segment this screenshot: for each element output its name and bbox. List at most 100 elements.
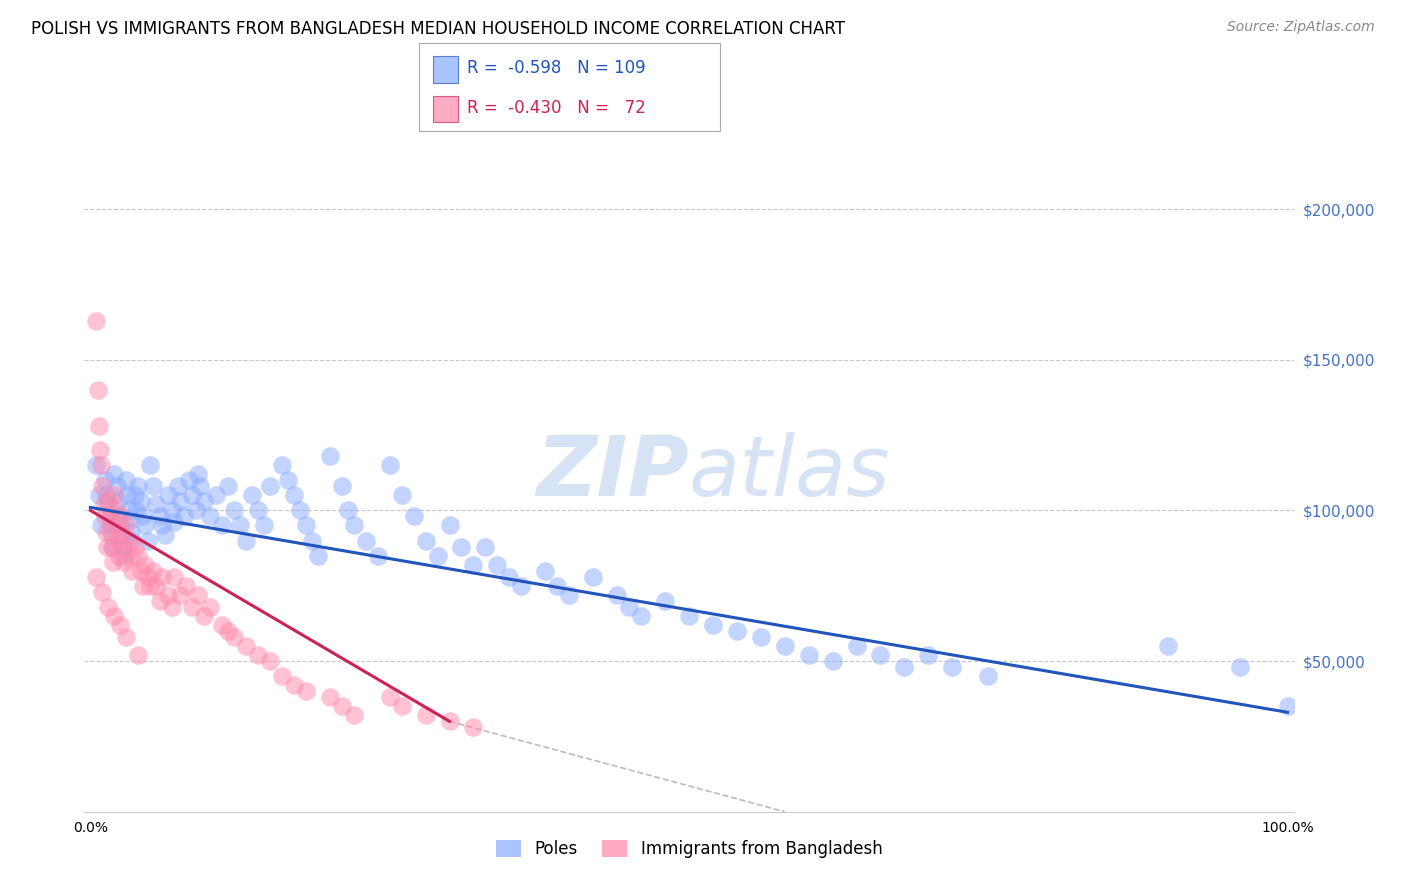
Point [415,533,437,548]
Point [110,618,132,632]
Point [110,527,132,541]
Point [253,518,276,533]
Point [259,654,281,668]
Point [118,512,141,526]
Point [150,518,173,533]
Point [124,540,146,554]
Point [125,503,148,517]
Point [86,458,108,473]
Point [120,549,142,563]
Point [702,618,724,632]
Point [343,708,366,723]
Point [101,555,124,569]
Point [181,599,204,614]
Text: R =  -0.430   N =   72: R = -0.430 N = 72 [467,99,645,117]
Point [136,533,159,548]
Point [773,639,796,653]
Point [134,518,156,533]
Point [104,503,127,517]
Point [211,518,233,533]
Point [105,518,128,533]
Point [283,678,305,692]
Point [86,570,108,584]
Point [229,518,252,533]
Point [149,594,172,608]
Point [558,588,581,602]
Point [127,648,149,662]
Point [94,524,117,539]
Point [402,509,425,524]
Point [157,488,180,502]
Point [103,467,125,482]
Point [283,488,305,502]
Point [277,473,299,487]
Point [725,624,748,638]
Point [134,558,156,572]
Legend: Poles, Immigrants from Bangladesh: Poles, Immigrants from Bangladesh [489,833,889,864]
Text: ZIP: ZIP [536,433,689,513]
Point [101,527,124,541]
Point [110,518,132,533]
Point [97,497,120,511]
Point [222,630,245,644]
Point [1277,699,1299,714]
Point [110,524,132,539]
Point [149,509,172,524]
Point [101,540,124,554]
Point [190,479,212,493]
Point [121,533,143,548]
Point [246,503,269,517]
Point [259,479,281,493]
Point [96,540,118,554]
Point [330,699,353,714]
Point [98,509,121,524]
Point [110,509,132,524]
Point [378,458,401,473]
Point [391,699,413,714]
Point [184,503,207,517]
Point [246,648,269,662]
Point [98,509,121,524]
Point [893,660,915,674]
Point [91,479,114,493]
Point [977,669,1000,683]
Point [678,608,700,623]
Point [749,630,772,644]
Point [270,458,292,473]
Point [136,570,159,584]
Point [240,488,263,502]
Point [439,714,461,729]
Point [100,518,122,533]
Point [174,579,197,593]
Point [127,479,149,493]
Point [205,488,228,502]
Point [1157,639,1180,653]
Point [198,509,221,524]
Point [391,488,413,502]
Point [367,549,389,563]
Point [129,564,152,578]
Point [450,540,472,554]
Point [187,588,209,602]
Point [654,594,676,608]
Point [160,503,183,517]
Point [463,720,485,734]
Point [307,549,329,563]
Point [111,540,134,554]
Point [193,494,215,508]
Point [115,473,138,487]
Point [101,540,124,554]
Point [93,473,115,487]
Text: atlas: atlas [689,433,890,513]
Point [121,564,143,578]
Point [217,624,239,638]
Point [90,458,112,473]
Point [1229,660,1251,674]
Point [107,533,129,548]
Point [118,503,141,517]
Point [845,639,868,653]
Point [319,449,342,463]
Point [270,669,292,683]
Point [163,570,186,584]
Point [111,540,134,554]
